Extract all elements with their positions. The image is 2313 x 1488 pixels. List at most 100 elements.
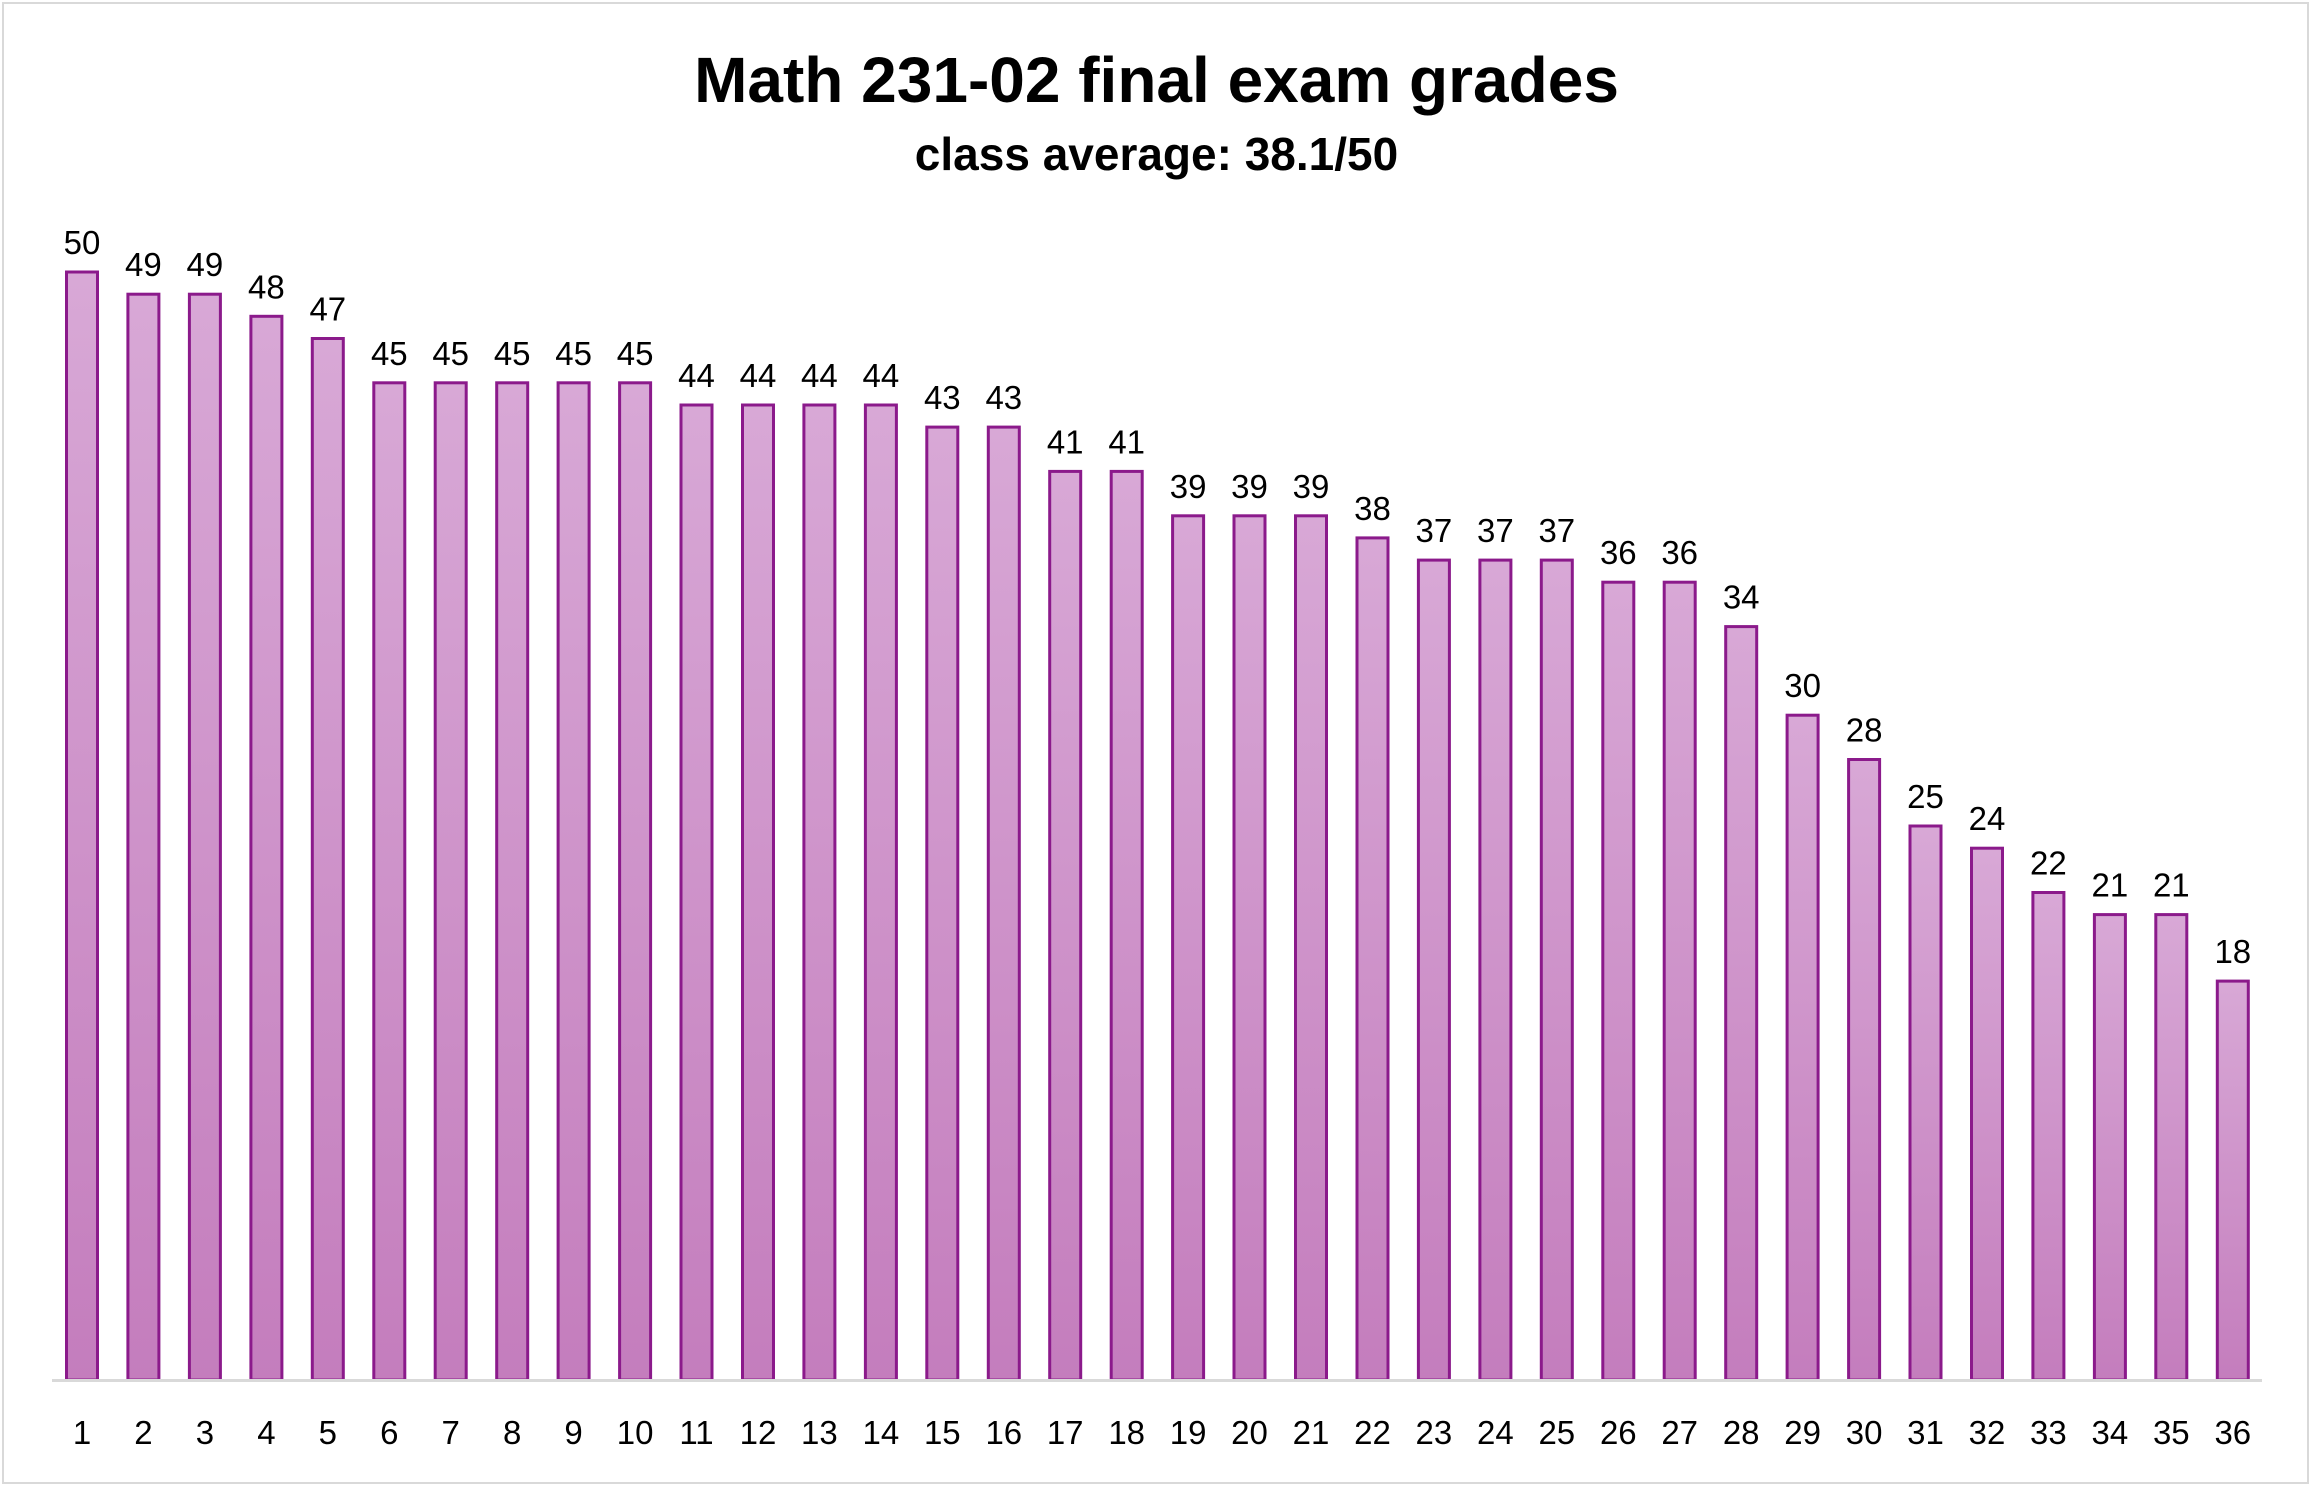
x-tick-label: 12 <box>740 1414 777 1451</box>
x-tick-label: 30 <box>1846 1414 1883 1451</box>
bar <box>1171 514 1206 1382</box>
data-label: 49 <box>187 246 224 283</box>
bar <box>65 270 99 1382</box>
data-label: 49 <box>125 246 162 283</box>
x-tick-label: 3 <box>196 1414 214 1451</box>
x-tick-label: 35 <box>2153 1414 2190 1451</box>
x-tick-labels-group: 1 2 3 4 5 6 7 8 9 10 11 12 13 14 15 16 17 18 19 20 21 22 23 24 2… <box>73 1414 2251 1451</box>
data-label: 37 <box>1538 512 1575 549</box>
bar <box>1847 758 1882 1382</box>
chart-subtitle: class average: 38.1/50 <box>914 128 1399 180</box>
x-tick-label: 2 <box>134 1414 152 1451</box>
bar <box>187 292 222 1382</box>
x-tick-label: 9 <box>564 1414 582 1451</box>
data-label: 30 <box>1784 667 1821 704</box>
x-tick-label: 28 <box>1723 1414 1760 1451</box>
chart-title: Math 231-02 final exam grades <box>694 44 1619 116</box>
data-label: 44 <box>863 357 900 394</box>
data-label: 37 <box>1477 512 1514 549</box>
data-label: 43 <box>985 379 1022 416</box>
data-label: 45 <box>494 335 531 372</box>
data-label: 45 <box>617 335 654 372</box>
data-label: 38 <box>1354 490 1391 527</box>
x-tick-label: 17 <box>1047 1414 1084 1451</box>
bar <box>1109 469 1144 1382</box>
data-label: 36 <box>1600 534 1637 571</box>
x-tick-label: 25 <box>1538 1414 1575 1451</box>
x-tick-label: 5 <box>319 1414 337 1451</box>
data-label: 37 <box>1416 512 1453 549</box>
bar <box>1232 514 1267 1382</box>
x-tick-label: 13 <box>801 1414 838 1451</box>
data-label: 25 <box>1907 778 1944 815</box>
bar <box>2092 913 2127 1382</box>
x-tick-label: 32 <box>1969 1414 2006 1451</box>
bar <box>1416 558 1451 1382</box>
x-tick-label: 33 <box>2030 1414 2067 1451</box>
bars-group <box>65 270 2250 1382</box>
x-tick-label: 4 <box>257 1414 275 1451</box>
data-label: 44 <box>678 357 715 394</box>
data-labels-group: 50 49 49 48 47 45 45 45 45 45 44 44 44 44 43 43 41 41 39 39… <box>64 224 2252 970</box>
data-label: 44 <box>801 357 838 394</box>
data-label: 45 <box>371 335 408 372</box>
bar <box>618 381 653 1382</box>
bar <box>1355 536 1390 1382</box>
bar <box>126 292 161 1382</box>
bar <box>1601 580 1636 1382</box>
data-label: 43 <box>924 379 961 416</box>
x-tick-label: 18 <box>1108 1414 1145 1451</box>
x-tick-label: 10 <box>617 1414 654 1451</box>
x-tick-label: 6 <box>380 1414 398 1451</box>
data-label: 47 <box>309 291 346 328</box>
x-tick-label: 8 <box>503 1414 521 1451</box>
data-label: 18 <box>2214 933 2251 970</box>
bar <box>1662 580 1697 1382</box>
data-label: 44 <box>740 357 777 394</box>
data-label: 39 <box>1231 468 1268 505</box>
bar <box>2031 891 2066 1382</box>
x-tick-label: 1 <box>73 1414 91 1451</box>
x-tick-label: 34 <box>2092 1414 2129 1451</box>
bar <box>1478 558 1513 1382</box>
bar <box>310 337 345 1382</box>
x-tick-label: 11 <box>679 1414 713 1451</box>
bar <box>495 381 530 1382</box>
bar <box>1970 846 2004 1382</box>
data-label: 50 <box>64 224 101 261</box>
bar <box>1724 625 1759 1382</box>
x-tick-label: 23 <box>1416 1414 1453 1451</box>
bar <box>802 403 837 1382</box>
bar <box>249 314 284 1382</box>
data-label: 24 <box>1969 800 2006 837</box>
data-label: 39 <box>1170 468 1207 505</box>
bar <box>1785 713 1820 1382</box>
bar <box>2154 913 2189 1382</box>
data-label: 28 <box>1846 712 1883 749</box>
x-tick-label: 27 <box>1661 1414 1698 1451</box>
data-label: 45 <box>555 335 592 372</box>
bar <box>1294 514 1328 1382</box>
x-tick-label: 21 <box>1293 1414 1330 1451</box>
x-tick-label: 26 <box>1600 1414 1637 1451</box>
x-tick-label: 16 <box>985 1414 1022 1451</box>
data-label: 41 <box>1108 423 1145 460</box>
data-label: 39 <box>1293 468 1330 505</box>
data-label: 41 <box>1047 423 1084 460</box>
data-label: 48 <box>248 268 285 305</box>
data-label: 21 <box>2153 867 2190 904</box>
bar <box>2215 979 2250 1382</box>
bar <box>1048 469 1083 1382</box>
data-label: 36 <box>1661 534 1698 571</box>
data-label: 22 <box>2030 845 2067 882</box>
x-tick-label: 29 <box>1784 1414 1821 1451</box>
data-label: 21 <box>2092 867 2129 904</box>
x-tick-label: 20 <box>1231 1414 1268 1451</box>
data-label: 45 <box>432 335 469 372</box>
bar <box>372 381 407 1382</box>
bar <box>1908 824 1943 1382</box>
bar <box>986 425 1021 1382</box>
bar <box>556 381 591 1382</box>
bar <box>1539 558 1574 1382</box>
